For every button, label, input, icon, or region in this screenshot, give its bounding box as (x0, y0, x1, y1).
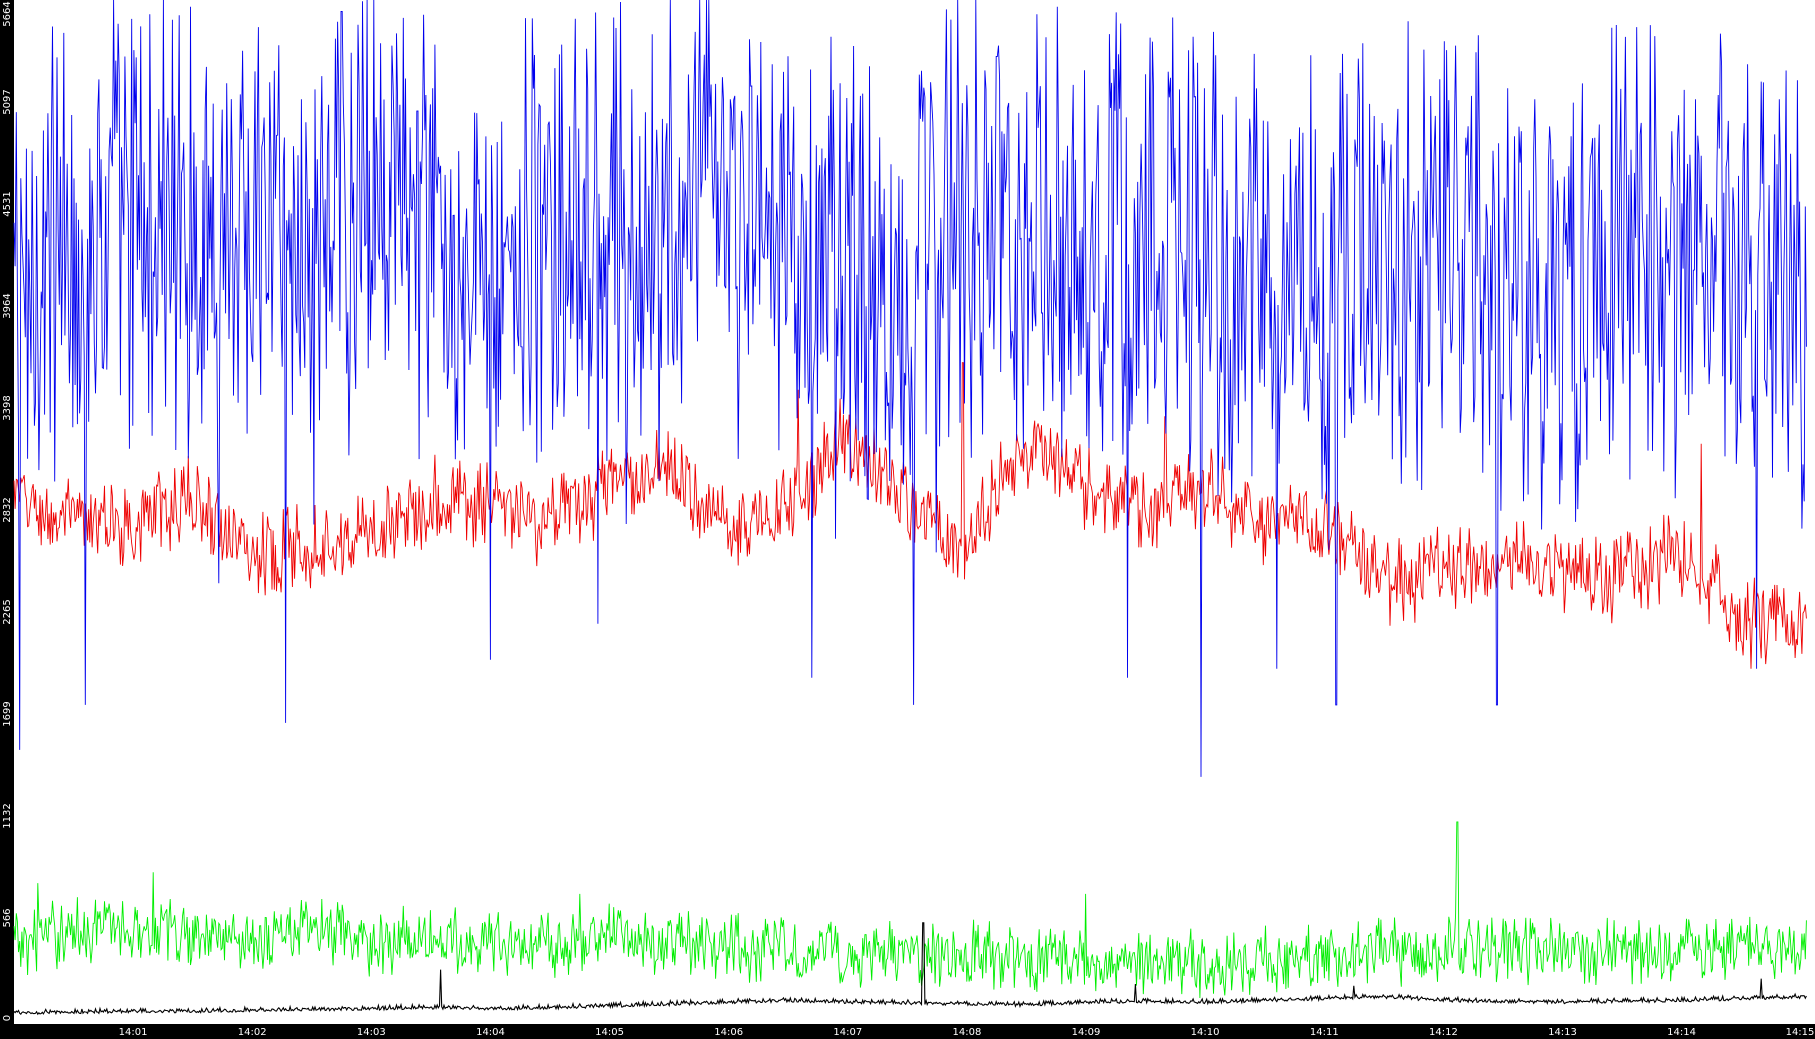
series-line-0 (13, 0, 1807, 777)
y-tick-label: 3964 (2, 293, 13, 318)
x-tick-label: 14:02 (238, 1027, 267, 1038)
y-tick-label: 2832 (2, 497, 13, 522)
x-tick-label: 14:06 (714, 1027, 743, 1038)
x-tick-label: 14:03 (357, 1027, 386, 1038)
series-layer (13, 0, 1807, 1016)
x-tick-label: 14:15 (1786, 1027, 1815, 1038)
x-tick-label: 14:07 (833, 1027, 862, 1038)
y-tick-label: 5097 (2, 89, 13, 114)
x-tick-label: 14:12 (1429, 1027, 1458, 1038)
y-tick-label: 1132 (2, 803, 13, 828)
x-tick-label: 14:14 (1667, 1027, 1696, 1038)
y-tick-label: 2265 (2, 599, 13, 624)
y-tick-label: 5664 (2, 1, 13, 26)
y-tick-label: 0 (2, 1015, 13, 1021)
x-tick-label: 14:09 (1072, 1027, 1101, 1038)
x-tick-label: 14:04 (476, 1027, 505, 1038)
x-tick-label: 14:05 (595, 1027, 624, 1038)
x-tick-label: 14:10 (1191, 1027, 1220, 1038)
series-line-1 (13, 362, 1807, 669)
y-tick-label: 3398 (2, 395, 13, 420)
series-line-3 (13, 922, 1807, 1016)
y-tick-layer: 0 566 1132 1699 2265 2832 3398 3964 4531 5097 5664 (2, 1, 13, 1021)
y-tick-label: 4531 (2, 191, 13, 216)
x-tick-label: 14:08 (952, 1027, 981, 1038)
x-tick-layer: 14:01 14:02 14:03 14:04 14:05 14:06 14:07 14:08… (119, 1027, 1815, 1038)
y-tick-label: 1699 (2, 701, 13, 726)
x-tick-label: 14:13 (1548, 1027, 1577, 1038)
x-axis-bar (0, 1024, 1815, 1039)
x-tick-label: 14:01 (119, 1027, 148, 1038)
x-tick-label: 14:11 (1310, 1027, 1339, 1038)
series-line-2 (13, 821, 1807, 999)
y-axis-bar (0, 0, 14, 1039)
y-tick-label: 566 (2, 908, 13, 927)
